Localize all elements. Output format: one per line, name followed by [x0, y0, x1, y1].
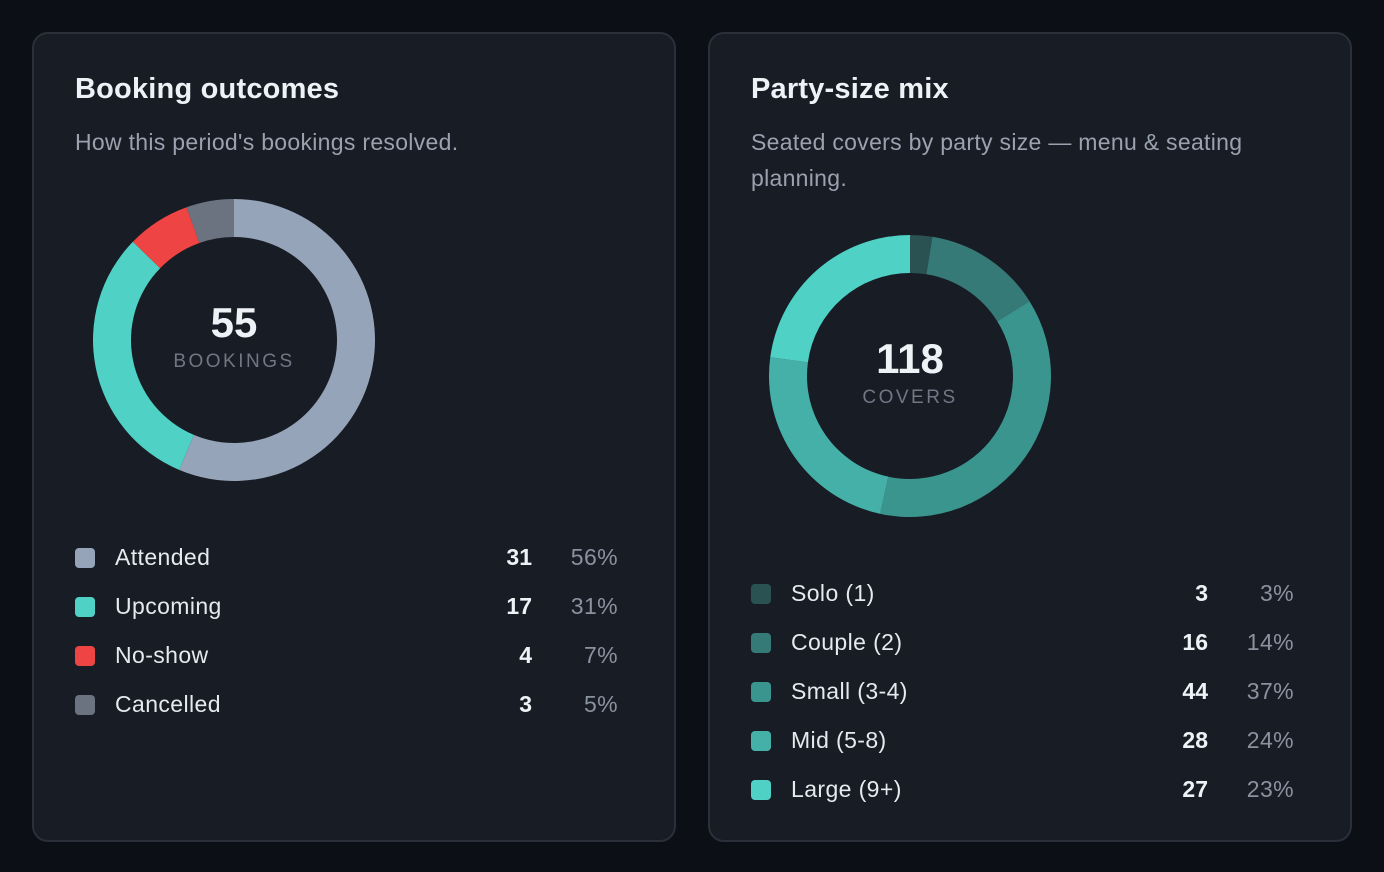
legend-label: Couple (2): [791, 629, 903, 655]
card-title: Party-size mix: [751, 73, 949, 105]
party-size-mix-card: Party-size mix Seated covers by party si…: [708, 32, 1352, 842]
legend-swatch: [75, 548, 95, 568]
legend-swatch: [75, 646, 95, 666]
legend-label: Large (9+): [791, 776, 902, 802]
legend-percent: 3%: [1259, 580, 1294, 606]
legend-percent: 14%: [1246, 629, 1294, 655]
legend-label: Mid (5-8): [791, 727, 887, 753]
donut-slice-couple-2: [926, 236, 1030, 322]
booking-outcomes-card: Booking outcomes How this period's booki…: [32, 32, 676, 842]
legend-swatch: [75, 597, 95, 617]
donut-slice-attended: [179, 199, 375, 481]
legend-swatch: [751, 633, 771, 653]
legend-percent: 56%: [570, 544, 618, 570]
legend-label: No-show: [115, 642, 209, 668]
legend-count: 3: [1195, 580, 1208, 606]
legend-item: Cancelled 3 5%: [75, 681, 620, 730]
legend-count: 16: [1182, 629, 1208, 655]
legend-item: Small (3-4) 44 37%: [751, 668, 1296, 717]
legend-count: 31: [506, 544, 532, 570]
legend-count: 4: [519, 642, 532, 668]
legend-label: Attended: [115, 544, 211, 570]
donut-slice-large-9: [770, 235, 910, 363]
legend-swatch: [751, 731, 771, 751]
center-label: BOOKINGS: [173, 351, 295, 372]
legend-label: Upcoming: [115, 593, 222, 619]
donut-center: 118 COVERS: [769, 235, 1051, 517]
legend-item: Upcoming 17 31%: [75, 583, 620, 632]
legend-percent: 5%: [583, 691, 618, 717]
donut-slice-solo-1: [910, 235, 933, 275]
card-subtitle: Seated covers by party size — menu & sea…: [751, 129, 1243, 191]
donut-center: 55 BOOKINGS: [93, 199, 375, 481]
legend-item: Attended 31 56%: [75, 534, 620, 583]
legend-percent: 24%: [1246, 727, 1294, 753]
legend-label: Solo (1): [791, 580, 875, 606]
legend-percent: 31%: [570, 593, 618, 619]
legend-count: 44: [1182, 678, 1208, 704]
card-title: Booking outcomes: [75, 73, 340, 105]
legend-swatch: [751, 780, 771, 800]
donut-slice-cancelled: [186, 199, 234, 243]
legend-item: Mid (5-8) 28 24%: [751, 717, 1296, 766]
legend-item: Large (9+) 27 23%: [751, 766, 1296, 815]
legend-count: 27: [1182, 776, 1208, 802]
legend-percent: 7%: [583, 642, 618, 668]
center-total: 118: [876, 335, 944, 382]
legend-swatch: [751, 584, 771, 604]
donut-svg: [92, 199, 375, 481]
legend: Solo (1) 3 3% Couple (2) 16 14% Small (3-4) 44 3…: [751, 570, 1296, 815]
donut-slice-small-3-4: [880, 301, 1051, 517]
legend-swatch: [751, 682, 771, 702]
donut-slice-no-show: [132, 207, 200, 269]
donut-slice-upcoming: [92, 241, 194, 470]
legend-count: 17: [506, 593, 532, 619]
legend: Attended 31 56% Upcoming 17 31% No-show 4 7% Canc…: [75, 534, 620, 730]
legend-item: No-show 4 7%: [75, 632, 620, 681]
legend-item: Couple (2) 16 14%: [751, 619, 1296, 668]
legend-swatch: [75, 695, 95, 715]
legend-label: Small (3-4): [791, 678, 908, 704]
legend-percent: 23%: [1246, 776, 1294, 802]
donut-slice-mid-5-8: [769, 357, 889, 514]
legend-count: 28: [1182, 727, 1208, 753]
center-total: 55: [210, 299, 258, 346]
booking-outcomes-donut: 55 BOOKINGS: [92, 199, 375, 481]
legend-item: Solo (1) 3 3%: [751, 570, 1296, 619]
center-label: COVERS: [862, 387, 958, 408]
party-size-donut: 118 COVERS: [769, 235, 1051, 517]
legend-label: Cancelled: [115, 691, 221, 717]
legend-percent: 37%: [1246, 678, 1294, 704]
donut-svg: [769, 235, 1051, 517]
card-subtitle: How this period's bookings resolved.: [75, 129, 459, 155]
legend-count: 3: [519, 691, 532, 717]
